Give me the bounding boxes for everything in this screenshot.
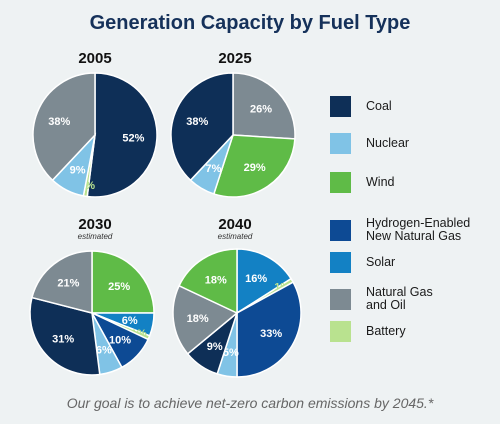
pie-slice-solar	[91, 312, 155, 337]
pie-slice-battery	[236, 277, 295, 314]
pie-data-label: 18%	[187, 313, 209, 325]
footer-note: Our goal is to achieve net-zero carbon e…	[66, 395, 434, 411]
pie-slice-wind	[178, 248, 238, 315]
pie-data-label: 25%	[108, 281, 130, 293]
pie-data-label: 29%	[244, 162, 266, 174]
pie-slice-nuclear	[216, 312, 238, 378]
legend-swatch	[330, 133, 351, 154]
pie-data-label: 21%	[57, 278, 79, 290]
legend-label: Battery	[366, 324, 406, 338]
legend-label: Hydrogen-Enabled New Natural Gas	[366, 216, 471, 243]
pie-data-label: 26%	[250, 104, 272, 116]
legend-label: Natural Gas and Oil	[366, 285, 433, 312]
pie-data-label: 1%	[131, 328, 147, 340]
pie-slice-hydrogen-enabled-new-natural-gas	[236, 281, 302, 378]
legend-swatch	[330, 96, 351, 117]
pie-2030: 25%6%1%10%6%31%21%	[29, 250, 155, 376]
pie-slice-battery	[82, 134, 96, 198]
pie-slice-nuclear	[189, 134, 234, 195]
pie-data-label: 10%	[109, 334, 131, 346]
pie-data-label: 38%	[186, 116, 208, 128]
legend-swatch	[330, 252, 351, 273]
pie-data-label: 1%	[79, 180, 95, 192]
pie-slice-coal	[186, 310, 239, 375]
pie-2025: 26% 29% 7% 38%	[170, 72, 296, 198]
legend-label: Nuclear	[366, 136, 410, 150]
pie-slice-natural-gas-and-oil	[32, 72, 96, 182]
pie-data-label: 9%	[70, 164, 86, 176]
legend-label: Coal	[366, 99, 392, 113]
pie-title-2025: 2025	[218, 50, 252, 67]
legend-label: Wind	[366, 175, 395, 189]
legend-swatch	[330, 321, 351, 342]
pie-data-label: 1%	[274, 281, 290, 293]
pie-subtitle-2030: estimated	[77, 232, 113, 241]
pie-data-label: 33%	[260, 328, 282, 340]
pie-2005: 52% 1% 9% 38%	[32, 72, 158, 198]
pie-slice-natural-gas-and-oil	[232, 72, 296, 140]
pie-data-label: 7%	[205, 163, 221, 175]
pie-slice-hydrogen-enabled-new-natural-gas	[90, 311, 150, 369]
pie-title-2030: 2030	[78, 216, 112, 233]
legend-swatch	[330, 289, 351, 310]
pie-data-label: 18%	[205, 274, 227, 286]
pie-2040: 16% 1% 33% 5%9% 18% 18%	[172, 248, 302, 378]
pie-slice-solar	[236, 248, 293, 315]
pie-slice-coal	[29, 296, 101, 376]
pie-slice-nuclear	[91, 312, 123, 376]
pie-slice-wind	[212, 134, 296, 198]
pie-slice-natural-gas-and-oil	[172, 284, 239, 355]
pie-data-label: 6%	[122, 315, 138, 327]
pie-data-label: 38%	[48, 116, 70, 128]
pie-data-label: 52%	[122, 132, 144, 144]
pie-title-2040: 2040	[218, 216, 252, 233]
chart-title: Generation Capacity by Fuel Type	[89, 12, 411, 34]
legend-swatch	[330, 172, 351, 193]
pie-data-label: 5%	[223, 347, 239, 359]
pie-data-label: 16%	[245, 273, 267, 285]
pie-slice-battery	[91, 312, 151, 341]
pie-slice-coal	[86, 72, 158, 198]
pie-slice-nuclear	[51, 132, 97, 197]
pie-data-label: 31%	[52, 333, 74, 345]
pie-subtitle-2040: estimated	[217, 232, 253, 241]
pie-data-label: 9%	[207, 341, 223, 353]
legend-swatch	[330, 220, 351, 241]
pie-title-2005: 2005	[78, 50, 112, 67]
legend-label: Solar	[366, 255, 396, 269]
pie-slice-natural-gas-and-oil	[31, 250, 93, 314]
pie-slice-coal	[170, 72, 234, 182]
pie-data-label: 6%	[96, 345, 112, 357]
pie-slice-wind	[91, 250, 155, 314]
